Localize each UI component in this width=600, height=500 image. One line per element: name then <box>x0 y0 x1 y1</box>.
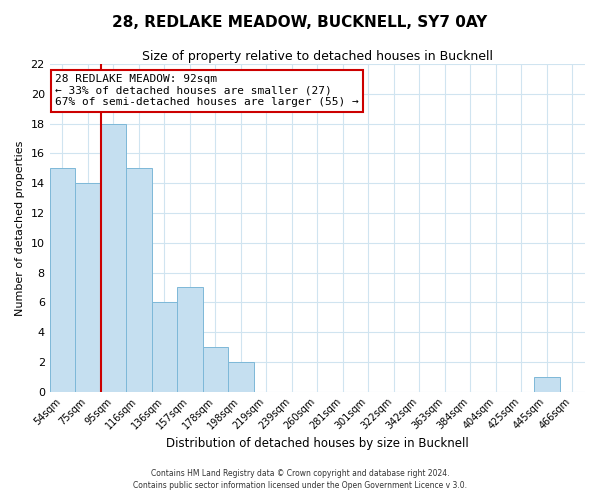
Y-axis label: Number of detached properties: Number of detached properties <box>15 140 25 316</box>
Bar <box>203 347 228 392</box>
Text: Contains HM Land Registry data © Crown copyright and database right 2024.
Contai: Contains HM Land Registry data © Crown c… <box>133 468 467 490</box>
Title: Size of property relative to detached houses in Bucknell: Size of property relative to detached ho… <box>142 50 493 63</box>
Bar <box>50 168 75 392</box>
X-axis label: Distribution of detached houses by size in Bucknell: Distribution of detached houses by size … <box>166 437 469 450</box>
Bar <box>228 362 254 392</box>
Bar <box>75 184 101 392</box>
Bar <box>534 377 560 392</box>
Bar <box>152 302 177 392</box>
Text: 28 REDLAKE MEADOW: 92sqm
← 33% of detached houses are smaller (27)
67% of semi-d: 28 REDLAKE MEADOW: 92sqm ← 33% of detach… <box>55 74 359 107</box>
Bar <box>126 168 152 392</box>
Bar <box>101 124 126 392</box>
Text: 28, REDLAKE MEADOW, BUCKNELL, SY7 0AY: 28, REDLAKE MEADOW, BUCKNELL, SY7 0AY <box>112 15 488 30</box>
Bar <box>177 288 203 392</box>
